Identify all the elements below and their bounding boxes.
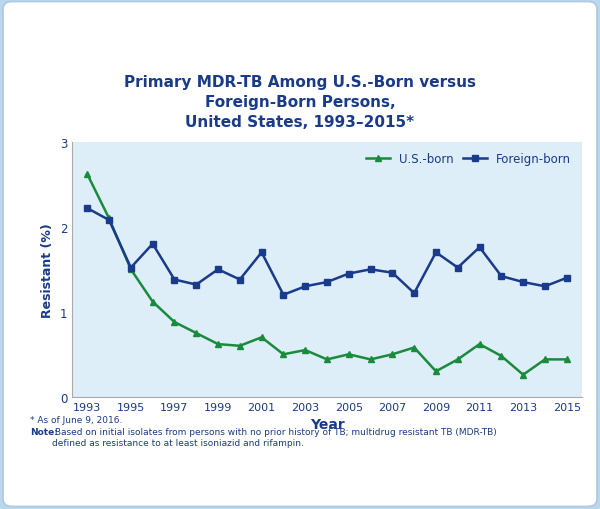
U.S.-born [258,334,265,341]
Foreign-born [520,279,527,286]
U.S.-born [410,345,418,351]
U.S.-born [541,357,548,363]
U.S.-born [214,342,221,348]
Foreign-born [149,241,156,247]
U.S.-born [236,343,244,349]
Foreign-born [127,265,134,271]
Foreign-born [345,271,352,277]
Foreign-born [563,275,571,281]
U.S.-born [149,299,156,305]
U.S.-born [171,319,178,325]
Foreign-born [389,270,396,276]
Foreign-born [258,250,265,256]
U.S.-born [520,372,527,378]
U.S.-born [476,342,483,348]
Foreign-born [171,277,178,283]
U.S.-born [367,357,374,363]
Foreign-born [193,282,200,288]
Y-axis label: Resistant (%): Resistant (%) [41,222,54,317]
Text: Note:: Note: [30,428,58,437]
Foreign-born [236,277,244,283]
Foreign-born [367,267,374,273]
U.S.-born [193,330,200,336]
U.S.-born [389,352,396,358]
U.S.-born [563,357,571,363]
Foreign-born [106,217,113,223]
Foreign-born [476,245,483,251]
X-axis label: Year: Year [310,417,344,431]
Text: * As of June 9, 2016.: * As of June 9, 2016. [30,415,122,424]
U.S.-born [433,369,440,375]
Foreign-born [214,267,221,273]
Line: Foreign-born: Foreign-born [84,205,570,299]
Foreign-born [280,292,287,298]
U.S.-born [454,357,461,363]
U.S.-born [345,352,352,358]
Line: U.S.-born: U.S.-born [84,172,570,378]
Text: Based on initial isolates from persons with no prior history of TB; multidrug re: Based on initial isolates from persons w… [52,428,496,447]
Foreign-born [454,265,461,271]
U.S.-born [323,357,331,363]
Foreign-born [302,284,309,290]
Foreign-born [498,273,505,279]
Foreign-born [323,279,331,286]
U.S.-born [498,353,505,359]
U.S.-born [127,267,134,273]
U.S.-born [280,352,287,358]
Legend: U.S.-born, Foreign-born: U.S.-born, Foreign-born [361,149,576,171]
U.S.-born [106,216,113,222]
Foreign-born [433,250,440,256]
Foreign-born [541,284,548,290]
U.S.-born [302,347,309,353]
U.S.-born [83,172,91,178]
Foreign-born [410,291,418,297]
Foreign-born [83,206,91,212]
Text: Primary MDR-TB Among U.S.-Born versus
Foreign-Born Persons,
United States, 1993–: Primary MDR-TB Among U.S.-Born versus Fo… [124,75,476,130]
